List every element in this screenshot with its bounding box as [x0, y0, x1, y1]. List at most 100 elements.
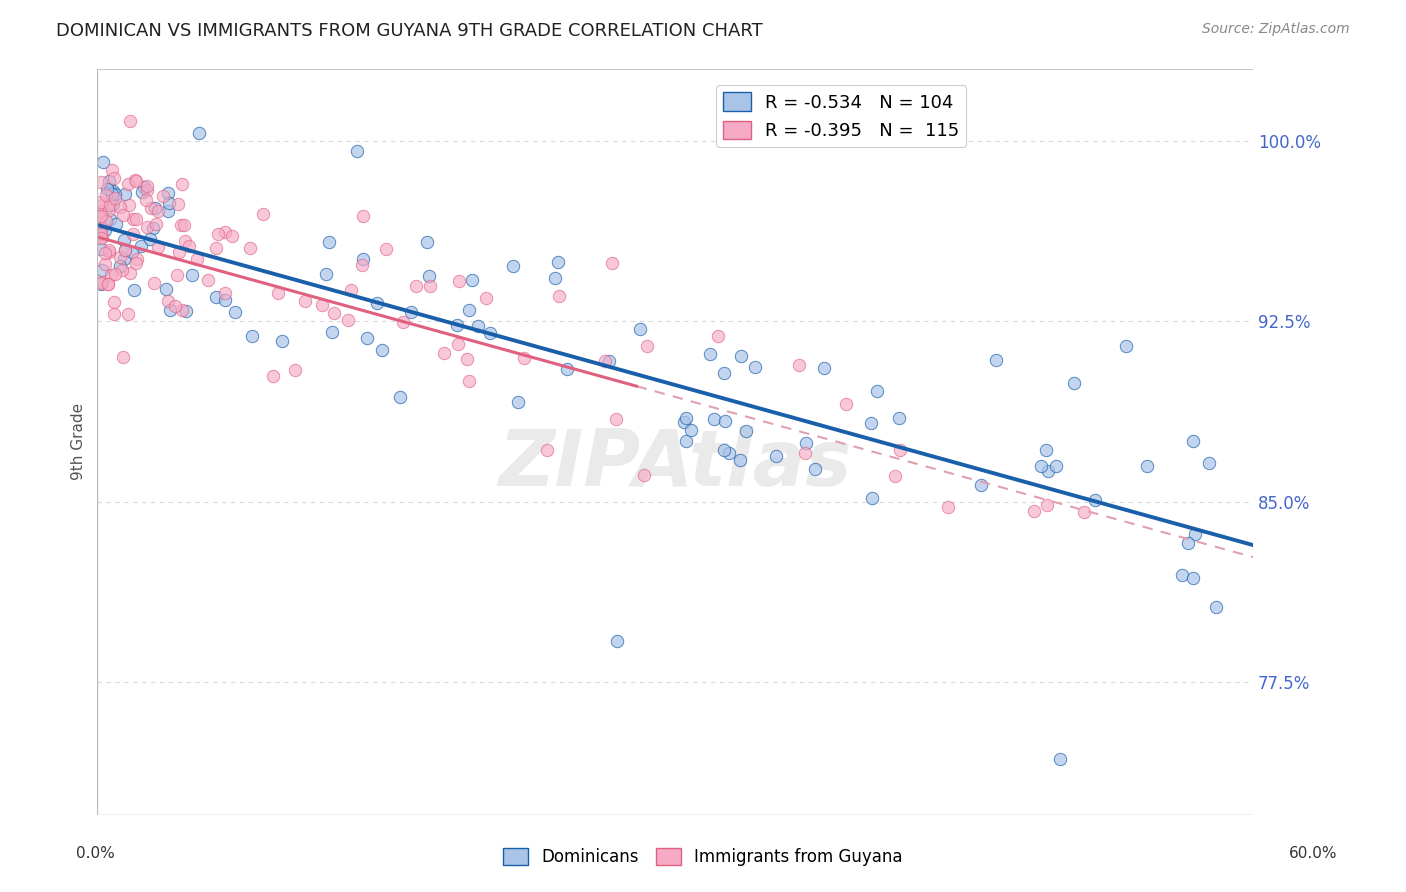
Point	[447, 274, 470, 288]
Point	[506, 395, 529, 409]
Point	[889, 443, 911, 458]
Point	[101, 197, 124, 211]
Point	[167, 244, 190, 259]
Point	[1049, 752, 1071, 766]
Point	[90, 231, 112, 245]
Point	[90, 221, 112, 235]
Point	[936, 500, 959, 515]
Point	[744, 360, 766, 375]
Point	[346, 144, 368, 158]
Point	[399, 304, 422, 318]
Point	[1029, 458, 1052, 473]
Point	[148, 203, 170, 218]
Point	[458, 375, 481, 389]
Point	[205, 290, 228, 304]
Point	[90, 175, 112, 189]
Point	[1022, 504, 1045, 518]
Point	[135, 193, 157, 207]
Point	[460, 273, 482, 287]
Point	[114, 186, 136, 201]
Point	[713, 366, 735, 380]
Point	[221, 228, 243, 243]
Point	[1045, 458, 1067, 473]
Point	[337, 312, 360, 326]
Point	[835, 397, 858, 411]
Point	[135, 219, 157, 234]
Point	[114, 243, 136, 257]
Point	[418, 279, 440, 293]
Point	[127, 252, 149, 266]
Text: 0.0%: 0.0%	[76, 846, 115, 861]
Point	[104, 267, 127, 281]
Point	[294, 293, 316, 308]
Point	[883, 469, 905, 483]
Point	[110, 263, 132, 277]
Point	[186, 252, 208, 266]
Point	[352, 252, 374, 266]
Point	[91, 198, 114, 212]
Point	[91, 230, 114, 244]
Point	[125, 256, 148, 270]
Point	[91, 275, 114, 289]
Point	[91, 263, 114, 277]
Point	[1177, 536, 1199, 550]
Point	[207, 227, 229, 241]
Point	[600, 256, 623, 270]
Point	[112, 233, 135, 247]
Point	[239, 241, 262, 255]
Point	[143, 276, 166, 290]
Point	[970, 477, 993, 491]
Point	[813, 361, 835, 376]
Point	[174, 304, 197, 318]
Point	[866, 384, 889, 398]
Point	[252, 207, 274, 221]
Point	[121, 245, 143, 260]
Point	[392, 315, 415, 329]
Point	[214, 286, 236, 301]
Point	[547, 255, 569, 269]
Point	[366, 296, 388, 310]
Point	[173, 219, 195, 233]
Point	[703, 411, 725, 425]
Point	[97, 243, 120, 257]
Point	[787, 359, 810, 373]
Point	[214, 225, 236, 239]
Point	[111, 208, 134, 222]
Point	[90, 209, 112, 223]
Point	[94, 245, 117, 260]
Point	[117, 198, 139, 212]
Point	[90, 207, 112, 221]
Point	[129, 239, 152, 253]
Point	[134, 179, 156, 194]
Point	[1205, 599, 1227, 614]
Point	[673, 416, 696, 430]
Point	[717, 446, 740, 460]
Point	[887, 411, 910, 425]
Point	[108, 250, 131, 264]
Point	[447, 337, 470, 351]
Point	[536, 443, 558, 458]
Point	[139, 201, 162, 215]
Point	[628, 322, 651, 336]
Point	[145, 218, 167, 232]
Point	[728, 452, 751, 467]
Point	[143, 201, 166, 215]
Point	[321, 325, 343, 339]
Point	[699, 346, 721, 360]
Point	[117, 307, 139, 321]
Point	[170, 177, 193, 191]
Point	[340, 284, 363, 298]
Point	[458, 303, 481, 318]
Text: 60.0%: 60.0%	[1289, 846, 1337, 861]
Point	[136, 183, 159, 197]
Point	[735, 424, 758, 438]
Point	[90, 277, 112, 292]
Point	[356, 331, 378, 345]
Legend: R = -0.534   N = 104, R = -0.395   N =  115: R = -0.534 N = 104, R = -0.395 N = 115	[716, 85, 966, 147]
Point	[446, 318, 468, 333]
Point	[181, 268, 204, 282]
Point	[94, 223, 117, 237]
Point	[707, 329, 730, 343]
Point	[675, 434, 697, 448]
Point	[456, 351, 478, 366]
